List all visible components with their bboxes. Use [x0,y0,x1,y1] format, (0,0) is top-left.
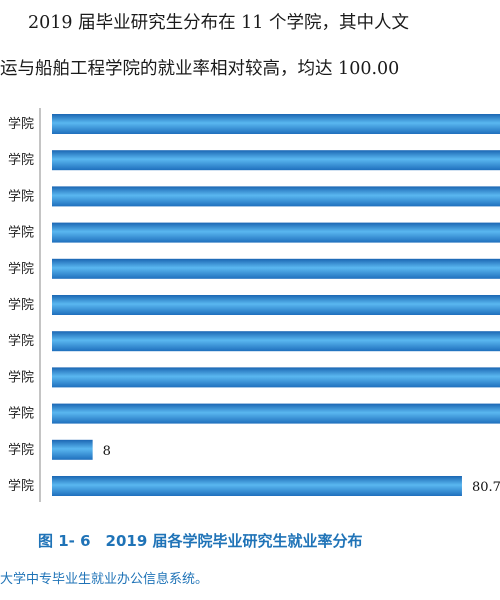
bar [52,114,500,134]
bar [52,331,500,352]
bar [52,258,500,279]
bar [52,222,500,243]
bar [52,476,462,496]
bar [52,403,500,424]
category-label: 学院 [8,261,34,277]
category-label: 学院 [8,152,34,168]
source-note: 大学中专毕业生就业办公信息系统。 [0,572,209,587]
category-label: 学院 [8,333,34,349]
bar [52,367,500,388]
category-label: 学院 [8,225,34,241]
bar-value-label: 80.7 [472,480,500,495]
category-label: 学院 [8,442,34,458]
paragraph-line-1: 2019 届毕业研究生分布在 11 个学院，其中人文 [28,13,409,33]
category-label: 学院 [8,116,34,132]
paragraph-line-2: 运与船舶工程学院的就业率相对较高，均达 100.00 [0,59,400,79]
bar [52,295,500,315]
category-label: 学院 [8,297,34,313]
figure-caption: 图 1- 6 2019 届各学院毕业研究生就业率分布 [38,532,363,550]
bar [52,150,500,171]
category-label: 学院 [8,369,34,385]
bar [52,186,500,207]
bar [52,439,93,460]
category-label: 学院 [8,478,34,494]
category-label: 学院 [8,406,34,422]
category-label: 学院 [8,188,34,204]
bar-value-label: 8 [103,444,111,459]
